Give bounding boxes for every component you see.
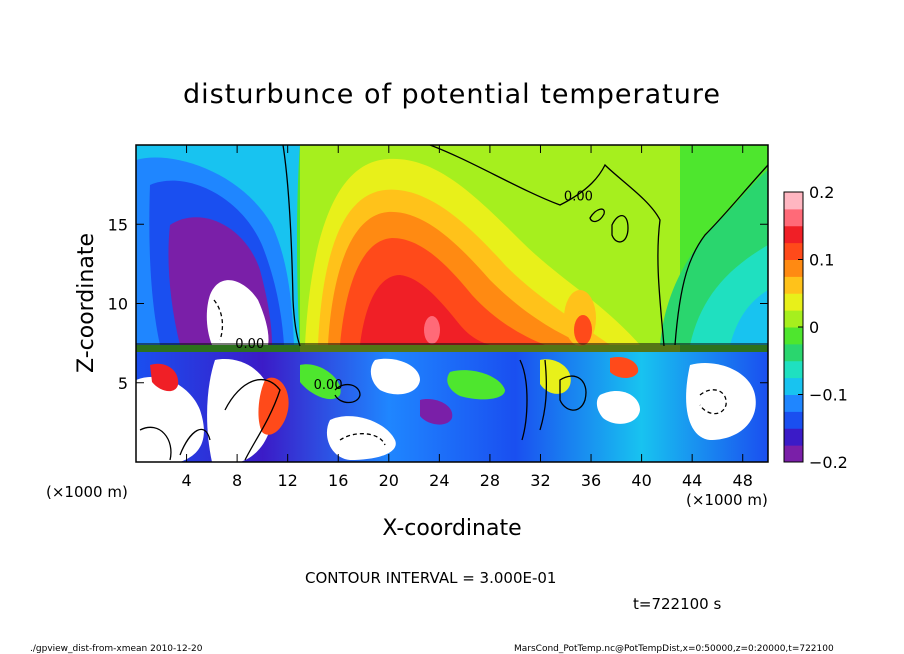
dashed-contour-lower-left	[213, 299, 224, 341]
contour-label: 0.00	[235, 337, 264, 352]
colorbar-tick-label: 0.1	[809, 251, 834, 270]
zero-contour-left	[282, 145, 301, 347]
colorbar-tick-label: −0.2	[809, 453, 848, 472]
x-tick-label: 4	[181, 471, 191, 490]
x-tick-label: 48	[733, 471, 753, 490]
x-tick-label: 36	[581, 471, 601, 490]
lower-white-mid2	[370, 358, 420, 395]
x-tick-label: 32	[530, 471, 550, 490]
zero-contour-right2	[674, 164, 768, 346]
y-tick-label: 5	[118, 374, 128, 393]
contour-label-layer: 0.00 0.00 0.00	[235, 189, 593, 393]
colorbar-swatch	[784, 360, 803, 379]
contour-label: 0.00	[564, 189, 593, 204]
colorbar	[784, 192, 803, 463]
warm-red-blob	[574, 315, 592, 345]
colorbar-swatch	[784, 343, 803, 362]
colorbar-swatch	[784, 259, 803, 277]
x-tick-label: 40	[631, 471, 651, 490]
contour-label: 0.00	[314, 378, 343, 393]
x-tick-label: 16	[328, 471, 348, 490]
colorbar-swatch	[784, 445, 803, 463]
lower-white-mid	[326, 416, 396, 460]
colorbar-swatch	[784, 276, 803, 294]
lower-white-right	[596, 390, 640, 424]
x-tick-label: 28	[480, 471, 500, 490]
lower-contour-3	[334, 383, 361, 404]
x-tick-label: 24	[429, 471, 449, 490]
x-tick-label: 8	[232, 471, 242, 490]
inversion-band	[136, 343, 768, 353]
colorbar-swatch	[784, 208, 803, 227]
footer-left: ./gpview_dist-from-xmean 2010-12-20	[30, 644, 203, 654]
heatmap-field	[136, 145, 768, 462]
warm-pink-spot	[424, 316, 440, 344]
y-tick-label: 15	[108, 215, 128, 234]
lower-contour-1	[139, 426, 211, 461]
warm-plume-core	[360, 275, 490, 345]
small-contour-loop	[611, 214, 629, 243]
lower-purple-spot	[420, 399, 453, 425]
colorbar-swatch	[784, 394, 803, 412]
lower-white-left2	[207, 359, 273, 462]
colorbar-tick-label: 0	[809, 318, 819, 337]
lower-red-spot	[610, 356, 639, 378]
x-unit-left: (×1000 m)	[46, 483, 128, 501]
colorbar-tick-label: 0.2	[809, 183, 834, 202]
lower-green-streak2	[447, 370, 505, 400]
x-unit-right: (×1000 m)	[686, 491, 768, 509]
lower-green-streak	[300, 364, 341, 400]
contour-lines	[139, 145, 768, 461]
x-ticks: 4 8 12 16 20 24 28 32 36 40 44 48	[181, 145, 753, 490]
colorbar-swatch	[784, 225, 803, 244]
x-tick-label: 20	[379, 471, 399, 490]
lower-contour-6	[559, 375, 587, 411]
lower-contour-7	[699, 389, 727, 415]
colorbar-swatch	[784, 428, 803, 446]
lower-white-right2	[686, 363, 756, 440]
colorbar-ticks: 0.2 0.1 0 −0.1 −0.2	[798, 183, 848, 472]
colorbar-swatch	[784, 411, 803, 429]
colorbar-swatch	[784, 377, 803, 395]
time-label: t=722100 s	[633, 595, 721, 613]
colorbar-swatch	[784, 310, 803, 328]
colorbar-swatch	[784, 192, 803, 210]
lower-red-streak	[150, 363, 179, 392]
colorbar-swatch	[784, 242, 803, 260]
right-cold-core	[730, 290, 768, 345]
zero-contour-right	[429, 145, 665, 347]
y-axis-title: Z-coordinate	[74, 233, 99, 373]
colorbar-swatch	[784, 293, 803, 311]
x-tick-label: 44	[682, 471, 702, 490]
lower-contour-2	[224, 379, 281, 461]
x-axis-title: X-coordinate	[382, 516, 521, 541]
chart-title: disturbunce of potential temperature	[183, 79, 721, 110]
colorbar-swatch	[784, 327, 803, 345]
colorbar-tick-label: −0.1	[809, 386, 848, 405]
lower-contour-5	[519, 359, 548, 441]
contour-interval-text: CONTOUR INTERVAL = 3.000E-01	[305, 569, 556, 587]
footer-right: MarsCond_PotTemp.nc@PotTempDist,x=0:5000…	[514, 644, 834, 654]
y-ticks: 5 10 15	[108, 215, 768, 393]
lower-yellow-spot	[540, 359, 571, 394]
small-contour-loop2	[589, 208, 605, 223]
x-tick-label: 12	[278, 471, 298, 490]
y-tick-label: 10	[108, 295, 128, 314]
